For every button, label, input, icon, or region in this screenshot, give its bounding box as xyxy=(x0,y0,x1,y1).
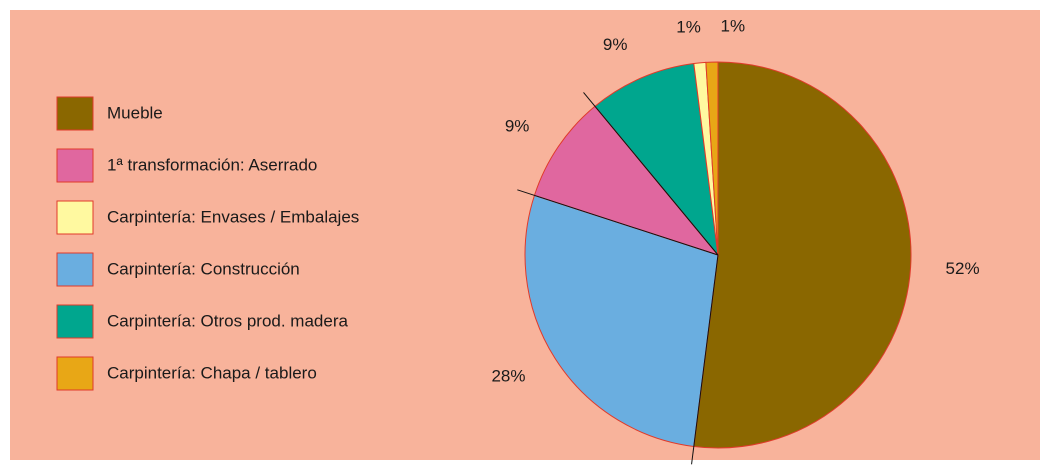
legend-swatch xyxy=(56,148,94,183)
data-label: 1% xyxy=(721,17,746,36)
legend-swatch xyxy=(56,252,94,287)
data-label: 9% xyxy=(603,35,628,54)
legend-label: Carpintería: Chapa / tablero xyxy=(107,363,317,382)
legend-label: Carpintería: Envases / Embalajes xyxy=(107,207,359,226)
leader-line xyxy=(517,189,719,256)
pie-slice xyxy=(533,105,720,257)
data-label: 9% xyxy=(505,116,530,135)
legend-label: 1ª transformación: Aserrado xyxy=(107,155,317,174)
legend-swatch xyxy=(56,200,94,235)
legend-label: Mueble xyxy=(107,103,163,122)
data-label: 52% xyxy=(946,259,980,278)
legend-swatch xyxy=(56,304,94,339)
leader-line xyxy=(691,254,719,465)
data-label: 28% xyxy=(491,367,525,386)
pie-slice xyxy=(594,62,719,257)
legend-swatch xyxy=(56,96,94,131)
legend-label: Carpintería: Otros prod. madera xyxy=(107,311,348,330)
pie-slice xyxy=(705,61,719,256)
pie-slice xyxy=(524,194,719,448)
legend-swatch xyxy=(56,356,94,391)
data-label: 1% xyxy=(676,17,701,36)
legend-label: Carpintería: Construcción xyxy=(107,259,300,278)
leader-line xyxy=(583,92,719,256)
pie-slice xyxy=(693,61,912,449)
